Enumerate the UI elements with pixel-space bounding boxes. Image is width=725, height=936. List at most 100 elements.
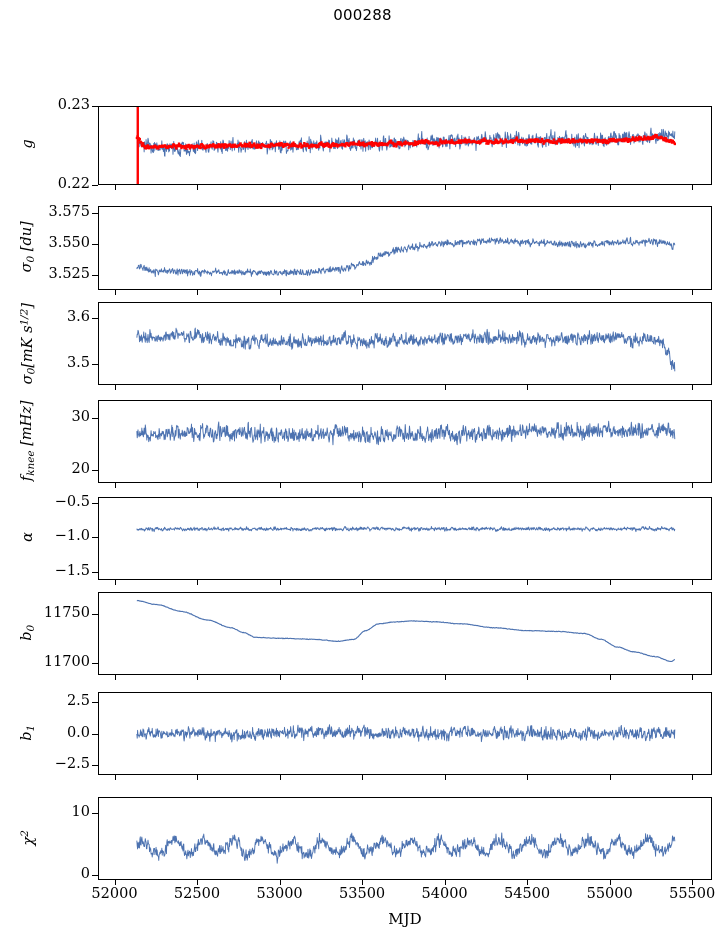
y-tick-label: 3.550: [48, 234, 90, 251]
y-tick-mark: [92, 212, 98, 214]
y-tick-mark: [92, 470, 98, 471]
x-tick-mark: [279, 880, 281, 885]
x-tick-mark: [444, 290, 446, 295]
x-tick-mark: [197, 775, 198, 780]
x-tick-mark: [362, 290, 364, 295]
x-tick-mark: [692, 580, 694, 585]
x-tick-mark: [692, 675, 694, 680]
x-tick-mark: [527, 580, 529, 585]
x-tick-mark: [197, 880, 198, 885]
x-tick-mark: [444, 483, 446, 488]
y-tick-mark: [92, 613, 98, 615]
x-tick-mark: [279, 185, 281, 190]
x-tick-mark: [197, 385, 198, 390]
x-tick-mark: [692, 775, 694, 780]
x-tick-label: 53000: [256, 886, 303, 902]
plot-panel-g: [98, 106, 712, 185]
x-tick-mark: [114, 185, 116, 190]
x-tick-mark: [527, 185, 529, 190]
y-tick-label: 2.5: [66, 693, 90, 710]
x-tick-mark: [609, 775, 611, 780]
x-tick-label: 52500: [173, 886, 221, 902]
data-line: [137, 833, 675, 863]
x-axis-label: MJD: [388, 910, 422, 928]
x-tick-mark: [444, 185, 446, 190]
data-line: [137, 237, 675, 276]
y-tick-label: 3.6: [66, 309, 90, 326]
plot-panel-f-knee-mhz-: [98, 400, 712, 483]
data-line: [137, 600, 675, 661]
data-line: [137, 725, 675, 742]
y-tick-label: 11750: [43, 604, 90, 621]
x-tick-mark: [114, 483, 116, 488]
y-axis-label: b0: [19, 624, 37, 641]
x-tick-mark: [692, 290, 694, 295]
y-axis-label: σ0[mK s1/2]: [18, 302, 38, 384]
x-tick-mark: [527, 385, 529, 390]
y-tick-label: −0.5: [54, 493, 90, 510]
x-tick-mark: [527, 290, 529, 295]
y-tick-label: 30: [71, 409, 90, 426]
x-tick-label: 53500: [339, 886, 386, 902]
y-tick-mark: [92, 185, 98, 186]
y-tick-mark: [92, 502, 98, 504]
x-tick-mark: [609, 880, 611, 885]
x-tick-mark: [197, 290, 198, 295]
x-tick-label: 52000: [91, 886, 138, 902]
y-tick-mark: [92, 364, 98, 366]
x-tick-mark: [444, 775, 446, 780]
x-tick-label: 55500: [669, 886, 716, 902]
plot-panel-b-0: [98, 592, 712, 675]
y-tick-label: 10: [71, 804, 90, 820]
y-tick-mark: [92, 571, 98, 573]
y-tick-label: 11700: [43, 654, 90, 671]
y-tick-mark: [92, 733, 98, 735]
x-tick-mark: [197, 185, 198, 190]
x-tick-mark: [527, 483, 529, 488]
x-tick-mark: [114, 580, 116, 585]
y-tick-mark: [92, 418, 98, 420]
x-tick-mark: [362, 483, 364, 488]
x-tick-mark: [692, 185, 694, 190]
data-markers: [135, 107, 677, 184]
y-tick-mark: [92, 106, 98, 107]
x-tick-mark: [279, 385, 281, 390]
y-tick-label: 3.575: [48, 203, 90, 220]
x-tick-mark: [279, 675, 281, 680]
y-tick-mark: [92, 243, 98, 245]
plot-panel-b-1: [98, 692, 712, 775]
data-line: [137, 526, 675, 531]
x-tick-mark: [114, 880, 116, 885]
y-tick-mark: [92, 764, 98, 766]
x-tick-mark: [114, 775, 116, 780]
x-tick-mark: [527, 880, 529, 885]
x-tick-mark: [692, 483, 694, 488]
x-tick-mark: [114, 675, 116, 680]
y-tick-label: 20: [71, 461, 90, 477]
x-tick-mark: [279, 290, 281, 295]
x-tick-mark: [197, 483, 198, 488]
plot-panel-chi-2: [98, 797, 712, 880]
y-tick-mark: [92, 702, 98, 704]
x-tick-mark: [279, 580, 281, 585]
x-tick-mark: [444, 880, 446, 885]
y-tick-label: −2.5: [54, 755, 90, 772]
x-tick-mark: [362, 185, 364, 190]
y-tick-label: 0: [80, 865, 90, 882]
y-tick-label: 0.22: [57, 176, 90, 192]
y-tick-label: 0.0: [66, 724, 90, 741]
x-tick-mark: [609, 290, 611, 295]
x-tick-mark: [444, 385, 446, 390]
x-tick-mark: [609, 185, 611, 190]
y-tick-label: −1.5: [54, 562, 90, 579]
y-axis-label: fknee [mHz]: [19, 399, 37, 481]
x-tick-mark: [444, 580, 446, 585]
x-tick-mark: [609, 483, 611, 488]
x-tick-mark: [197, 675, 198, 680]
x-tick-label: 54500: [504, 886, 551, 902]
y-tick-mark: [92, 537, 98, 539]
plot-panel-sigma-0-mk-s-1-2-: [98, 302, 712, 385]
y-tick-mark: [92, 663, 98, 665]
y-tick-mark: [92, 274, 98, 276]
x-tick-mark: [444, 675, 446, 680]
